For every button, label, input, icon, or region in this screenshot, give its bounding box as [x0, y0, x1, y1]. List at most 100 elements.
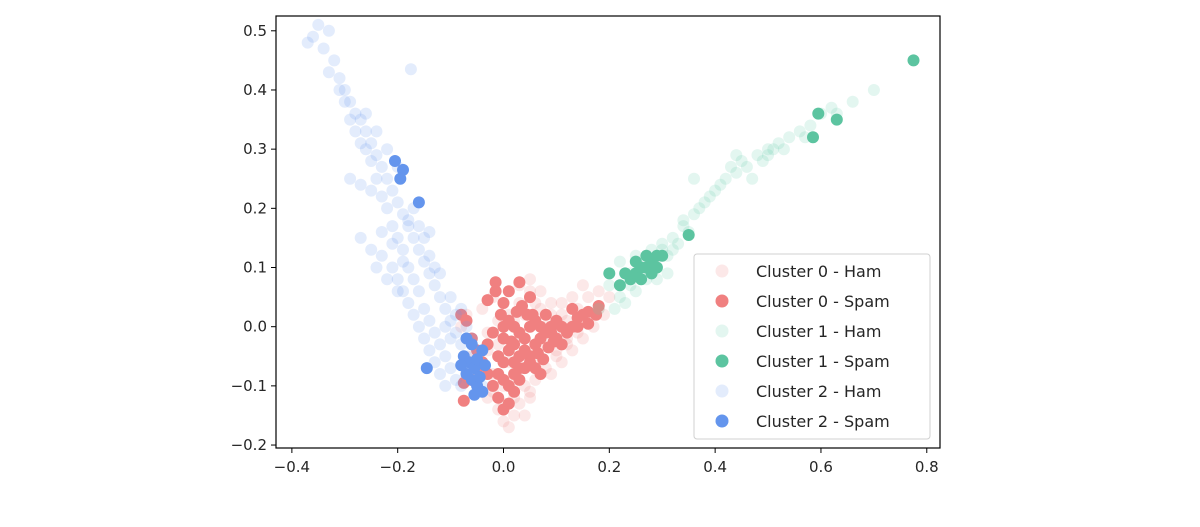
data-point — [677, 214, 690, 227]
data-point — [688, 208, 700, 221]
data-point — [402, 261, 415, 274]
data-point — [698, 196, 711, 209]
data-point — [423, 344, 436, 357]
data-point — [682, 229, 695, 241]
data-point — [412, 243, 425, 256]
data-point — [603, 279, 616, 292]
y-tick-label: −0.2 — [231, 436, 267, 454]
data-point — [412, 320, 425, 333]
data-point — [812, 107, 825, 120]
data-point — [629, 285, 642, 298]
data-point — [344, 172, 357, 185]
data-point — [576, 332, 589, 345]
data-point — [608, 302, 621, 315]
data-point — [444, 314, 457, 327]
data-point — [576, 308, 589, 321]
data-point — [725, 160, 737, 173]
data-point — [619, 267, 632, 280]
data-point — [434, 368, 446, 380]
data-point — [449, 373, 462, 386]
data-point — [397, 208, 409, 221]
data-point — [539, 308, 552, 321]
data-point — [404, 63, 417, 76]
data-point — [545, 368, 558, 380]
data-point — [513, 362, 526, 375]
data-point — [428, 261, 441, 274]
data-point — [656, 237, 669, 250]
y-tick-label: 0.0 — [243, 318, 267, 336]
data-point — [719, 172, 732, 185]
data-point — [359, 107, 372, 120]
legend-label: Cluster 2 - Spam — [756, 412, 890, 431]
data-point — [473, 371, 486, 383]
data-point — [730, 149, 743, 162]
data-point — [428, 326, 441, 339]
data-point — [476, 302, 489, 315]
data-point — [359, 143, 372, 156]
data-point — [762, 143, 774, 156]
data-point — [423, 226, 436, 238]
data-point — [907, 54, 920, 67]
data-point — [502, 379, 515, 392]
data-point — [619, 297, 632, 309]
data-point — [391, 196, 404, 209]
data-point — [502, 285, 515, 298]
data-point — [333, 72, 346, 85]
data-point — [830, 113, 843, 126]
data-point — [746, 172, 759, 185]
data-point — [804, 119, 817, 132]
data-point — [547, 335, 560, 348]
data-point — [524, 391, 536, 404]
data-point — [505, 335, 518, 348]
data-point — [635, 273, 648, 286]
data-point — [486, 379, 499, 392]
legend-label: Cluster 0 - Ham — [756, 262, 881, 281]
data-point — [381, 172, 394, 185]
data-point — [497, 415, 510, 428]
data-point — [381, 202, 394, 215]
data-point — [489, 276, 502, 289]
data-point — [767, 143, 780, 156]
data-point — [714, 178, 727, 191]
data-point — [534, 368, 547, 380]
legend-marker — [715, 324, 729, 338]
data-point — [550, 350, 563, 363]
legend-label: Cluster 2 - Ham — [756, 382, 881, 401]
legend: Cluster 0 - Ham Cluster 0 - Spam Cluster 1… — [693, 253, 931, 440]
data-point — [489, 285, 502, 298]
data-point — [661, 267, 674, 280]
x-tick-label: −0.2 — [379, 458, 415, 476]
data-point — [772, 137, 785, 150]
data-point — [497, 403, 510, 416]
data-point — [307, 30, 319, 43]
data-point — [394, 172, 407, 185]
data-point — [449, 308, 462, 321]
data-point — [386, 261, 399, 274]
data-point — [555, 297, 568, 309]
data-point — [524, 273, 536, 286]
data-point — [328, 54, 341, 67]
data-point — [365, 243, 378, 256]
data-point — [494, 308, 507, 321]
data-point — [386, 220, 399, 233]
data-point — [730, 166, 743, 179]
data-point — [420, 362, 433, 375]
data-point — [603, 291, 616, 304]
data-point — [386, 237, 399, 250]
data-point — [666, 243, 679, 256]
data-point — [524, 291, 536, 304]
data-point — [397, 243, 409, 256]
data-point — [740, 160, 753, 173]
series-3 — [603, 54, 920, 292]
data-point — [402, 220, 415, 233]
data-point — [354, 113, 367, 126]
data-point — [465, 338, 478, 351]
legend-marker — [715, 294, 729, 308]
data-point — [629, 255, 642, 268]
legend-label: Cluster 1 - Ham — [756, 322, 881, 341]
data-point — [534, 285, 547, 298]
data-point — [592, 302, 605, 315]
data-point — [513, 276, 526, 289]
data-point — [412, 196, 425, 209]
